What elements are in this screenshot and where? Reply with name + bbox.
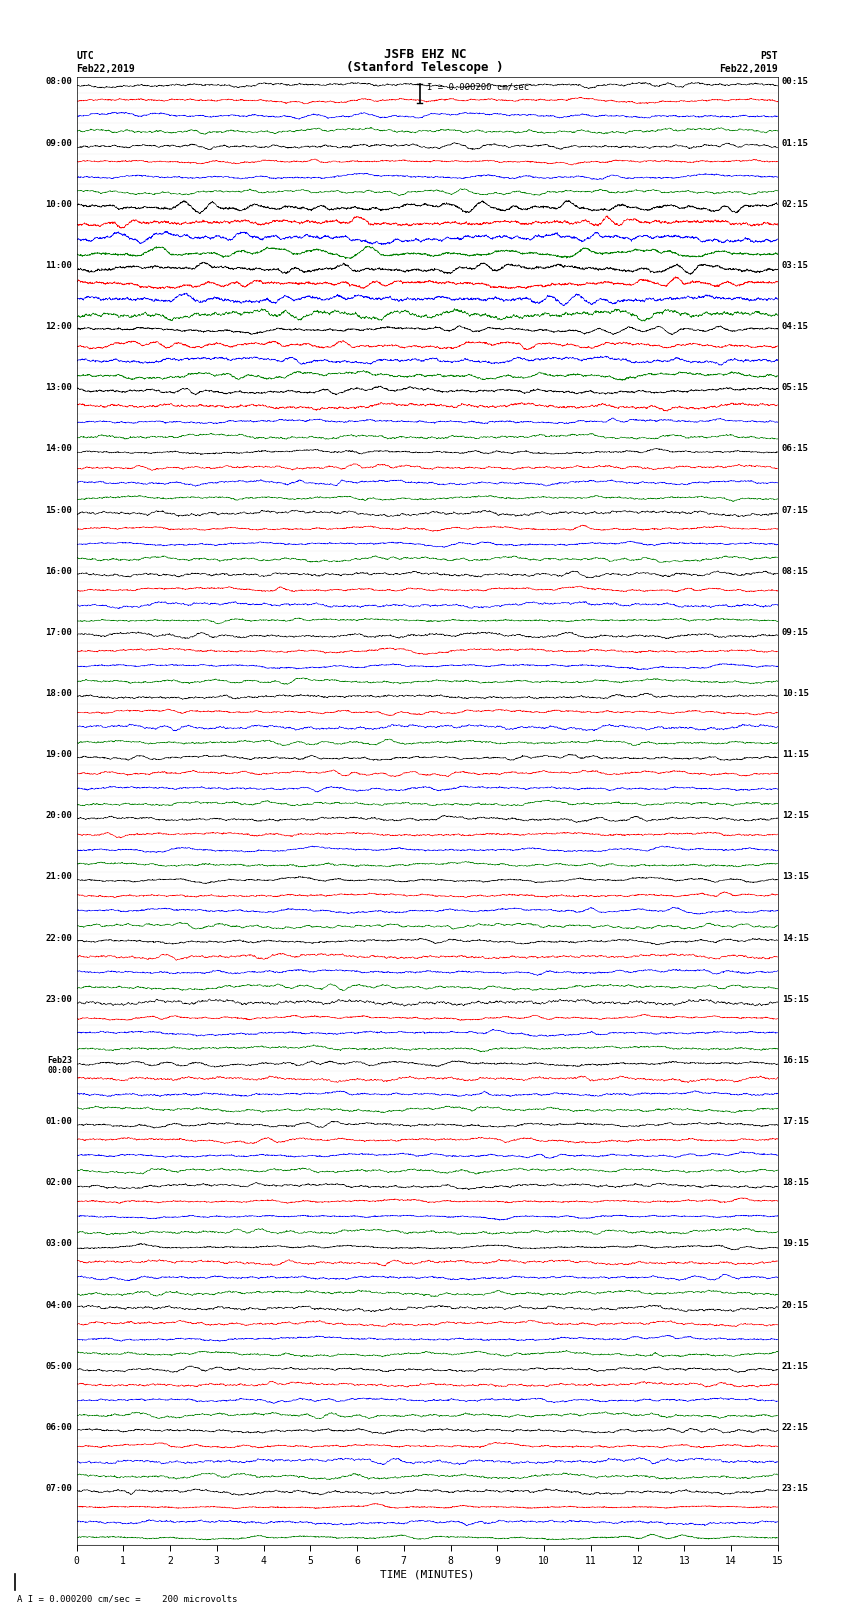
Text: Feb22,2019: Feb22,2019 (719, 65, 778, 74)
Text: 20:15: 20:15 (782, 1300, 809, 1310)
Text: 17:15: 17:15 (782, 1118, 809, 1126)
Text: 04:15: 04:15 (782, 323, 809, 331)
Text: 20:00: 20:00 (45, 811, 72, 821)
Text: 06:00: 06:00 (45, 1423, 72, 1432)
Text: 11:00: 11:00 (45, 261, 72, 269)
Text: 02:00: 02:00 (45, 1177, 72, 1187)
Text: 12:15: 12:15 (782, 811, 809, 821)
Text: 22:15: 22:15 (782, 1423, 809, 1432)
Text: 16:00: 16:00 (45, 566, 72, 576)
Text: 17:00: 17:00 (45, 627, 72, 637)
Text: 07:15: 07:15 (782, 505, 809, 515)
Text: 16:15: 16:15 (782, 1057, 809, 1065)
Text: 15:00: 15:00 (45, 505, 72, 515)
Text: 19:15: 19:15 (782, 1239, 809, 1248)
Text: 10:00: 10:00 (45, 200, 72, 208)
Text: 21:15: 21:15 (782, 1361, 809, 1371)
Text: 21:00: 21:00 (45, 873, 72, 881)
Text: UTC: UTC (76, 52, 94, 61)
Text: I = 0.000200 cm/sec: I = 0.000200 cm/sec (427, 82, 529, 92)
Text: Feb23
00:00: Feb23 00:00 (48, 1057, 72, 1076)
Text: 08:15: 08:15 (782, 566, 809, 576)
Text: 22:00: 22:00 (45, 934, 72, 942)
Text: (Stanford Telescope ): (Stanford Telescope ) (346, 61, 504, 74)
Text: PST: PST (760, 52, 778, 61)
Text: 00:15: 00:15 (782, 77, 809, 87)
Text: 12:00: 12:00 (45, 323, 72, 331)
Text: 01:00: 01:00 (45, 1118, 72, 1126)
Text: 02:15: 02:15 (782, 200, 809, 208)
Text: 10:15: 10:15 (782, 689, 809, 698)
Text: 01:15: 01:15 (782, 139, 809, 147)
Text: 03:15: 03:15 (782, 261, 809, 269)
Text: 23:15: 23:15 (782, 1484, 809, 1494)
Text: 18:00: 18:00 (45, 689, 72, 698)
Text: 15:15: 15:15 (782, 995, 809, 1003)
Text: 13:00: 13:00 (45, 384, 72, 392)
Text: 07:00: 07:00 (45, 1484, 72, 1494)
Text: 11:15: 11:15 (782, 750, 809, 760)
Text: Feb22,2019: Feb22,2019 (76, 65, 135, 74)
Text: 18:15: 18:15 (782, 1177, 809, 1187)
X-axis label: TIME (MINUTES): TIME (MINUTES) (380, 1569, 474, 1579)
Text: 08:00: 08:00 (45, 77, 72, 87)
Text: 03:00: 03:00 (45, 1239, 72, 1248)
Text: 13:15: 13:15 (782, 873, 809, 881)
Text: 09:00: 09:00 (45, 139, 72, 147)
Text: 14:00: 14:00 (45, 445, 72, 453)
Text: 05:00: 05:00 (45, 1361, 72, 1371)
Text: 05:15: 05:15 (782, 384, 809, 392)
Text: 23:00: 23:00 (45, 995, 72, 1003)
Text: A I = 0.000200 cm/sec =    200 microvolts: A I = 0.000200 cm/sec = 200 microvolts (17, 1594, 237, 1603)
Text: 06:15: 06:15 (782, 445, 809, 453)
Text: 19:00: 19:00 (45, 750, 72, 760)
Text: 04:00: 04:00 (45, 1300, 72, 1310)
Text: 09:15: 09:15 (782, 627, 809, 637)
Text: JSFB EHZ NC: JSFB EHZ NC (383, 48, 467, 61)
Text: 14:15: 14:15 (782, 934, 809, 942)
